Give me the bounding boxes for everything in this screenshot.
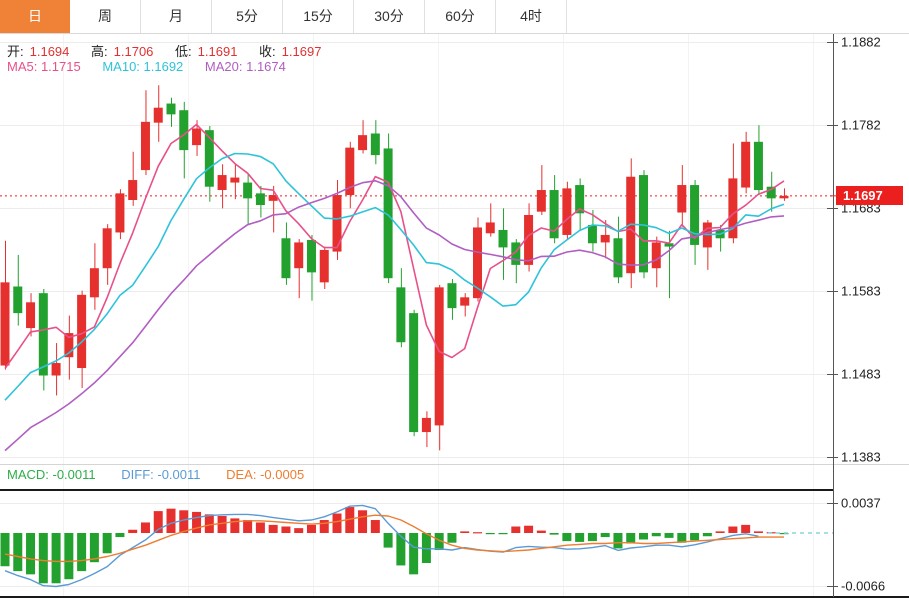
tab-month[interactable]: 月 [141, 0, 212, 33]
svg-text:1.1882: 1.1882 [841, 35, 881, 50]
macd-value: MACD: -0.0011 [7, 467, 96, 482]
last-price-tag: 1.1697 [836, 186, 903, 205]
ma10-value: MA10: 1.1692 [102, 59, 184, 74]
timeframe-tabbar: 日 周 月 5分 15分 30分 60分 4时 [0, 0, 909, 34]
tab-day[interactable]: 日 [0, 0, 70, 33]
tab-5min[interactable]: 5分 [212, 0, 283, 33]
svg-text:0.0037: 0.0037 [841, 496, 881, 511]
low-value: 1.1691 [197, 44, 238, 59]
open-label: 开: [7, 44, 24, 59]
ma-info-bar: MA5: 1.1715 MA10: 1.1692 MA20: 1.1674 [7, 59, 292, 74]
close-value: 1.1697 [281, 44, 322, 59]
tab-60min[interactable]: 60分 [425, 0, 496, 33]
svg-text:1.1782: 1.1782 [841, 118, 881, 133]
tab-week[interactable]: 周 [70, 0, 141, 33]
dea-value: DEA: -0.0005 [226, 467, 305, 482]
macd-info-bar: MACD: -0.0011 DIFF: -0.0011 DEA: -0.0005 [7, 467, 326, 482]
high-label: 高: [91, 44, 108, 59]
tab-15min[interactable]: 15分 [283, 0, 354, 33]
ohlc-info-bar: 开: 1.1694 高: 1.1706 低: 1.1691 收: 1.1697 [7, 41, 327, 60]
diff-value: DIFF: -0.0011 [121, 467, 201, 482]
tab-4hour[interactable]: 4时 [496, 0, 567, 33]
close-label: 收: [259, 44, 276, 59]
high-value: 1.1706 [113, 44, 154, 59]
open-value: 1.1694 [29, 44, 70, 59]
svg-text:1.1483: 1.1483 [841, 367, 881, 382]
low-label: 低: [175, 44, 192, 59]
ma5-value: MA5: 1.1715 [7, 59, 81, 74]
svg-text:1.1383: 1.1383 [841, 450, 881, 465]
tab-30min[interactable]: 30分 [354, 0, 425, 33]
svg-text:1.1583: 1.1583 [841, 284, 881, 299]
ma20-value: MA20: 1.1674 [204, 59, 286, 74]
svg-text:-0.0066: -0.0066 [841, 579, 885, 594]
